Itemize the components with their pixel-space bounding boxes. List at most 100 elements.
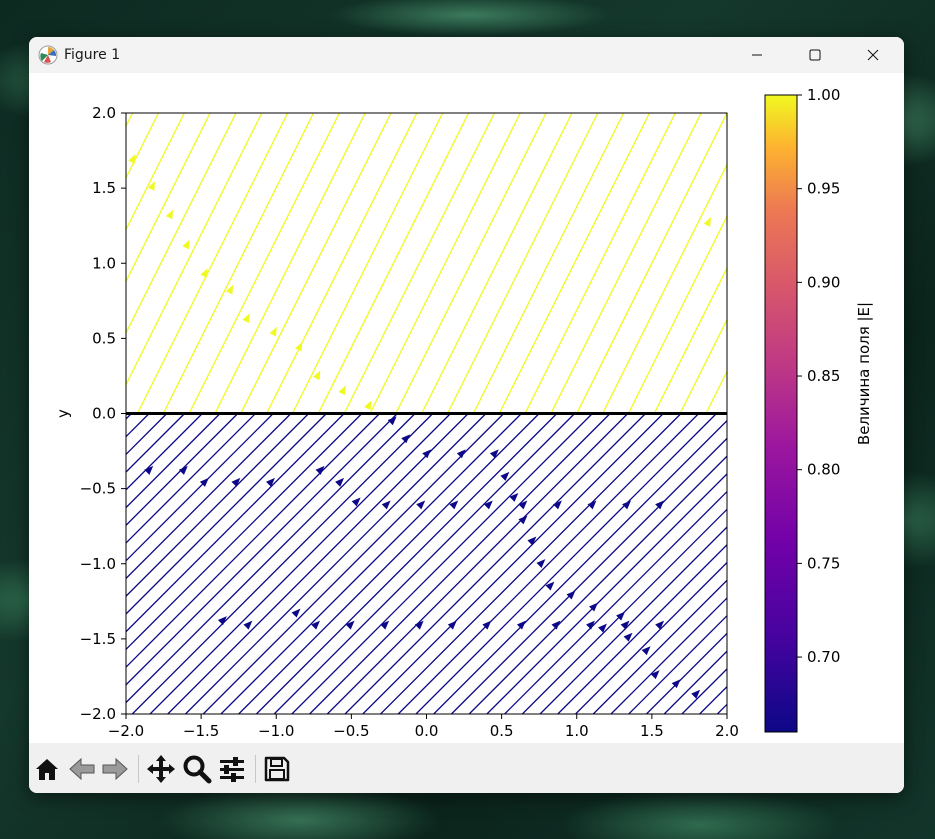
stream-arrow: [489, 449, 499, 459]
colorbar-label: Величина поля |E|: [855, 302, 873, 445]
stream-arrows: [128, 154, 711, 699]
lower-streamline: [126, 413, 363, 651]
lower-streamline: [433, 419, 727, 714]
figure-window: Figure 1: [29, 37, 904, 793]
upper-streamline: [524, 113, 676, 414]
lower-streamline: [126, 413, 256, 544]
close-icon: [867, 49, 879, 61]
lower-streamline: [126, 413, 398, 686]
stream-arrow: [518, 500, 528, 510]
stream-arrow: [217, 616, 227, 626]
save-icon: [264, 756, 290, 782]
configure-subplots-button[interactable]: [216, 753, 248, 785]
stream-arrow: [703, 217, 711, 227]
upper-streamline: [343, 113, 495, 414]
stream-arrow: [165, 209, 174, 220]
streamplot-chart[interactable]: −2.0 −1.5 −1.0 −0.5 0.0 0.5 1.0 1.5 2.0 −2.0 −1.5…: [29, 73, 904, 743]
stream-arrow: [655, 500, 665, 510]
forward-button[interactable]: [99, 753, 131, 785]
x-tick-label: −2.0: [108, 722, 144, 740]
stream-arrow: [589, 602, 598, 612]
upper-streamline: [783, 113, 904, 414]
lower-streamline: [309, 413, 611, 714]
lower-streamline: [255, 413, 558, 714]
stream-arrow: [414, 620, 424, 630]
x-tick-label: 1.0: [565, 722, 589, 740]
lower-streamline: [362, 413, 664, 714]
close-button[interactable]: [844, 37, 902, 73]
stream-arrow: [345, 620, 355, 630]
pan-icon: [147, 755, 175, 783]
stream-arrow: [178, 465, 188, 475]
colorbar-tick-label: 0.85: [807, 367, 840, 385]
lower-streamline: [126, 413, 345, 633]
stream-arrow: [516, 620, 526, 630]
upper-streamline: [126, 113, 160, 180]
lower-streamline: [646, 632, 727, 714]
stream-arrow: [623, 632, 633, 642]
stream-arrow: [551, 620, 561, 630]
stream-arrow: [456, 449, 466, 459]
colorbar-tick-label: 0.80: [807, 461, 840, 479]
lower-streamline: [539, 526, 727, 714]
figure-canvas: −2.0 −1.5 −1.0 −0.5 0.0 0.5 1.0 1.5 2.0 −2.0 −1.5…: [29, 73, 904, 743]
upper-streamline: [679, 318, 727, 414]
forward-icon: [102, 757, 128, 781]
upper-streamline: [126, 113, 237, 335]
upper-streamline: [214, 113, 366, 414]
stream-arrow: [351, 497, 361, 507]
stream-arrow: [199, 477, 209, 487]
stream-arrow: [552, 500, 562, 510]
upper-streamline: [266, 113, 418, 414]
upper-streamline: [29, 113, 81, 414]
stream-arrow: [449, 500, 459, 510]
lower-streamline: [521, 508, 727, 714]
stream-arrow: [527, 536, 537, 546]
y-tick-label: 1.0: [92, 254, 116, 272]
x-tick-label: 1.5: [640, 722, 664, 740]
lower-streamline: [468, 455, 727, 714]
zoom-button[interactable]: [181, 753, 213, 785]
x-tick-label: −0.5: [333, 722, 369, 740]
minimize-button[interactable]: [728, 37, 786, 73]
lower-streamline: [291, 413, 593, 714]
stream-arrow: [500, 471, 510, 481]
upper-streamline: [317, 113, 470, 414]
upper-streamline: [126, 113, 185, 232]
lower-streamline: [126, 413, 327, 615]
colorbar-tick-label: 0.95: [807, 180, 840, 198]
maximize-button[interactable]: [786, 37, 844, 73]
stream-arrow: [509, 492, 519, 502]
lower-streamline: [628, 614, 727, 714]
stream-arrow: [447, 620, 457, 630]
pan-button[interactable]: [145, 753, 177, 785]
home-button[interactable]: [31, 753, 63, 785]
stream-arrow: [616, 611, 626, 621]
matplotlib-logo-icon: [38, 45, 58, 65]
stream-arrow: [671, 679, 681, 689]
stream-arrow: [200, 268, 208, 278]
upper-streamline: [602, 163, 727, 414]
colorbar-tick-label: 1.00: [807, 86, 840, 104]
stream-arrow: [243, 620, 253, 630]
lower-streamline: [663, 650, 727, 714]
zoom-icon: [183, 755, 212, 784]
back-button[interactable]: [66, 753, 98, 785]
upper-streamline: [446, 113, 599, 414]
colorbar-tick-label: 0.70: [807, 648, 840, 666]
stream-arrow: [598, 623, 607, 633]
minimize-icon: [752, 54, 762, 56]
upper-streamline: [395, 113, 547, 414]
stream-arrow: [295, 341, 303, 352]
stream-arrow: [182, 239, 190, 250]
lower-streamline: [486, 472, 727, 714]
lower-streamline: [397, 413, 700, 714]
stream-arrow: [545, 581, 555, 591]
x-tick-label: 0.0: [415, 722, 439, 740]
lower-streamline: [504, 490, 727, 714]
stream-arrow: [387, 416, 397, 426]
save-button[interactable]: [261, 753, 293, 785]
lower-streamline: [344, 413, 647, 714]
lower-streamline: [220, 413, 522, 714]
title-bar[interactable]: Figure 1: [29, 37, 904, 73]
